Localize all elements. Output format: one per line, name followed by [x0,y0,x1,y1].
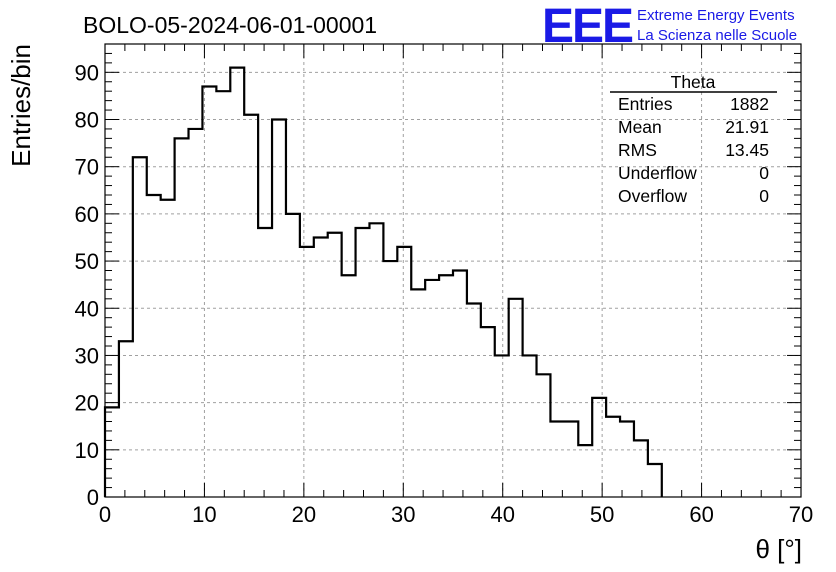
x-tick-label: 40 [490,502,514,527]
histogram-bin [189,129,203,497]
histogram-bin [467,304,481,497]
histogram-bin [244,115,258,497]
y-tick-label: 20 [75,391,99,416]
plot-frame [104,43,802,498]
histogram-bin [411,289,425,497]
histogram-bin [481,327,495,497]
x-tick-label: 50 [590,502,614,527]
x-tick-label: 60 [689,502,713,527]
y-tick-label: 30 [75,343,99,368]
y-tick-label: 50 [75,249,99,274]
stats-label-mean: Mean [618,117,662,137]
histogram-outline [103,66,663,497]
stats-label-entries: Entries [618,94,673,114]
histogram-bin [495,355,509,497]
histogram-bin [523,355,537,497]
histogram-bin [453,271,467,498]
chart-title: BOLO-05-2024-06-01-00001 [83,12,377,38]
stats-value-entries: 1882 [730,94,769,114]
y-tick-label: 40 [75,296,99,321]
histogram-bin [286,214,300,497]
minor-ticks [104,43,802,498]
histogram-bin [439,275,453,497]
histogram-bin [634,440,648,497]
y-tick-label: 80 [75,108,99,133]
histogram-bin [425,280,439,497]
histogram-bin [537,374,551,497]
stats-value-overflow: 0 [759,186,769,206]
x-tick-label: 0 [99,502,111,527]
histogram-bin [356,228,370,497]
histogram-bin [258,228,272,497]
histogram-bin [300,247,314,497]
histogram-bin [578,445,592,497]
histogram-bin [216,91,230,497]
histogram-bin [383,261,397,497]
histogram-bin [175,138,189,497]
y-axis-label: Entries/bin [6,44,36,167]
logo-line-2: La Scienza nelle Scuole [637,27,797,44]
histogram-bin [397,247,411,497]
histogram-bin [161,200,175,497]
histogram-bin [314,237,328,497]
stats-value-rms: 13.45 [725,140,769,160]
y-tick-label: 60 [75,202,99,227]
histogram-bin [105,407,119,497]
x-tick-label: 70 [789,502,813,527]
y-tick-label: 0 [87,485,99,510]
histogram-bin [606,417,620,497]
y-tick-labels: 0 10 20 30 40 50 60 70 80 90 [75,60,99,510]
stats-label-overflow: Overflow [618,186,687,206]
y-tick-label: 90 [75,60,99,85]
stats-value-mean: 21.91 [725,117,769,137]
logo-line-1: Extreme Energy Events [637,7,795,24]
stats-label-underflow: Underflow [618,163,697,183]
x-tick-label: 10 [192,502,216,527]
x-tick-label: 20 [292,502,316,527]
histogram-bin [342,275,356,497]
histogram-bin [328,233,342,497]
histogram-bin [147,195,161,497]
logo-text: EEE [542,0,633,53]
histogram-bin [133,157,147,497]
histogram-bin [648,464,662,497]
eee-logo: EEE Extreme Energy Events La Scienza nel… [542,0,797,53]
histogram-bin [369,223,383,497]
x-tick-labels: 0 10 20 30 40 50 60 70 [99,502,813,527]
histogram-bin [202,86,216,497]
x-tick-label: 30 [391,502,415,527]
histogram-bin [592,398,606,497]
stats-value-underflow: 0 [759,163,769,183]
stats-box: Theta Entries 1882 Mean 21.91 RMS 13.45 … [610,72,777,206]
x-axis-label: θ [°] [755,534,802,564]
stats-title: Theta [671,72,716,92]
histogram-bin [620,422,634,498]
grid [105,44,801,497]
histogram-bin [550,422,564,498]
y-tick-label: 10 [75,438,99,463]
stats-label-rms: RMS [618,140,657,160]
histogram-bars [103,66,663,498]
histogram-bin [230,68,244,497]
histogram-bin [564,422,578,498]
histogram-bin [509,299,523,497]
histogram-bin [119,341,133,497]
y-tick-label: 70 [75,155,99,180]
histogram-bin [272,120,286,498]
